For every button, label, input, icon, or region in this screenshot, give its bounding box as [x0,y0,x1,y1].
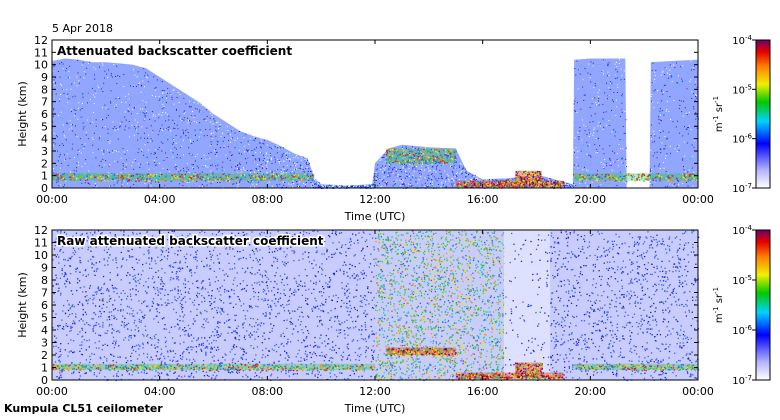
y-tick-label: 12 [34,34,48,47]
x-tick-label: 00:00 [682,193,714,206]
noise-region [549,230,700,382]
backscatter-layer [514,362,543,377]
y-tick-label: 8 [41,83,48,96]
colorbar-raw [755,229,771,381]
noise-region [52,230,377,382]
x-tick-label: 16:00 [467,193,499,206]
x-tick-label: 00:00 [36,193,68,206]
y-tick-label: 3 [41,337,48,350]
colorbar-tick-label: 10-7 [732,374,752,387]
y-tick-label: 7 [41,287,48,300]
x-tick-label: 12:00 [359,193,391,206]
backscatter-layer [52,173,315,182]
panel-attenuated: 00:00 04:00 08:00 12:00 16:00 20:00 00:0001234… [16,34,771,223]
colorbar-tick-label: 10-5 [732,274,752,287]
x-tick-label: 08:00 [251,385,283,398]
y-tick-label: 1 [41,170,48,183]
x-axis-label-attenuated: Time (UTC) [344,210,406,223]
x-tick-label: 20:00 [574,385,606,398]
y-tick-label: 7 [41,96,48,109]
y-tick-label: 4 [41,133,48,146]
colorbar-tick-label: 10-4 [732,34,752,47]
y-tick-label: 11 [34,237,48,250]
axes-raw: 00:00 04:00 08:00 12:00 16:00 20:00 00:0001234… [34,224,714,398]
x-tick-label: 00:00 [682,385,714,398]
noise-region [375,230,506,382]
y-tick-label: 3 [41,145,48,158]
y-axis-label-attenuated: Height (km) [16,81,29,147]
y-tick-label: 5 [41,120,48,133]
backscatter-marks-attenuated [52,58,699,189]
colorbar-tick-label: 10-5 [732,83,752,96]
backscatter-layer [385,347,457,357]
axes-attenuated: 00:00 04:00 08:00 12:00 16:00 20:00 00:0001234… [34,34,714,206]
x-tick-label: 08:00 [251,193,283,206]
backscatter-marks-raw [52,230,700,382]
backscatter-layer [574,173,699,182]
x-tick-label: 04:00 [144,193,176,206]
colorbar-tick-label: 10-6 [732,133,752,146]
y-tick-label: 10 [34,59,48,72]
colorbar-unit-attenuated: m-1 sr-1 [712,96,725,132]
y-tick-label: 11 [34,46,48,59]
x-tick-label: 12:00 [359,385,391,398]
x-tick-label: 04:00 [144,385,176,398]
plot-frame-raw [51,229,699,381]
backscatter-layer [385,148,457,165]
x-tick-label: 00:00 [36,385,68,398]
y-tick-label: 2 [41,349,48,362]
plot-frame-attenuated [51,39,699,189]
colorbar-tick-label: 10-7 [732,182,752,195]
colorbar-tick-label: 10-4 [732,224,752,237]
date-label: 5 Apr 2018 [52,22,114,35]
backscatter-layer [52,363,376,372]
panel-title-raw: Raw attenuated backscatter coefficient [57,234,324,248]
y-tick-label: 5 [41,312,48,325]
y-tick-label: 8 [41,274,48,287]
y-tick-label: 6 [41,299,48,312]
y-tick-label: 6 [41,108,48,121]
y-tick-label: 0 [41,182,48,195]
y-tick-label: 12 [34,224,48,237]
y-tick-label: 0 [41,374,48,387]
backscatter-layer [574,363,700,372]
signal-envelope [52,58,698,188]
y-axis-label-raw: Height (km) [16,272,29,338]
noise-region [504,230,552,382]
y-tick-label: 9 [41,71,48,84]
colorbar-ticks-raw: 10-4 10-5 10-6 10-7 [732,224,756,387]
y-tick-label: 10 [34,249,48,262]
colorbar-attenuated [755,39,771,189]
x-tick-label: 20:00 [574,193,606,206]
colorbar-tick-label: 10-6 [732,324,752,337]
x-tick-label: 16:00 [467,385,499,398]
y-tick-label: 2 [41,157,48,170]
y-tick-label: 1 [41,362,48,375]
colorbar-unit-raw: m-1 sr-1 [712,287,725,323]
site-label: Kumpula CL51 ceilometer [4,402,163,415]
panel-raw: 00:00 04:00 08:00 12:00 16:00 20:00 00:0001234… [16,224,771,415]
backscatter-layer [514,170,543,185]
y-tick-label: 9 [41,262,48,275]
panel-title-attenuated: Attenuated backscatter coefficient [57,44,292,58]
colorbar-ticks-attenuated: 10-4 10-5 10-6 10-7 [732,34,756,195]
y-tick-label: 4 [41,324,48,337]
x-axis-label-raw: Time (UTC) [344,402,406,415]
